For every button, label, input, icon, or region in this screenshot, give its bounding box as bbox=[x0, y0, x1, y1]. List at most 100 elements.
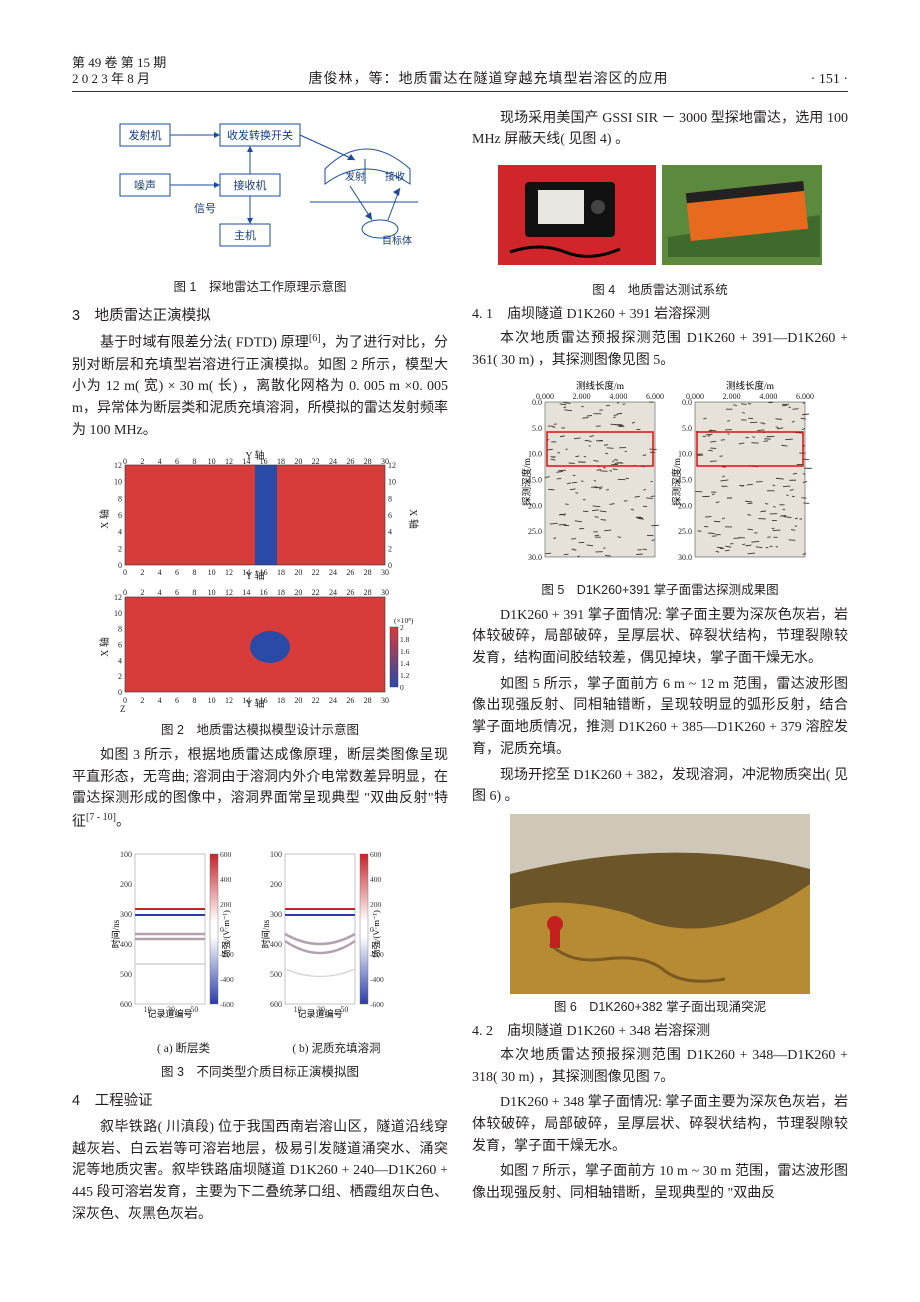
svg-text:2.000: 2.000 bbox=[573, 392, 591, 401]
svg-text:-600: -600 bbox=[370, 1000, 384, 1009]
svg-text:主机: 主机 bbox=[234, 228, 256, 242]
right-p5a: D1K260 + 391 掌子面情况: 掌子面主要为深灰色灰岩，岩体较破碎，局部… bbox=[472, 605, 848, 670]
svg-text:25.0: 25.0 bbox=[678, 527, 692, 536]
svg-text:4: 4 bbox=[118, 528, 122, 537]
svg-text:14: 14 bbox=[242, 588, 250, 597]
page-header: 第 49 卷 第 15 期 2 0 2 3 年 8 月 唐俊林，等：地质雷达在隧… bbox=[72, 55, 848, 92]
right-p0: 现场采用美国产 GSSI SIR － 3000 型探地雷达，选用 100 MHz… bbox=[472, 108, 848, 151]
svg-text:6: 6 bbox=[175, 568, 179, 577]
svg-text:8: 8 bbox=[192, 588, 196, 597]
svg-text:20: 20 bbox=[294, 696, 302, 705]
svg-text:6: 6 bbox=[118, 641, 122, 650]
svg-text:16: 16 bbox=[260, 568, 268, 577]
svg-text:18: 18 bbox=[277, 457, 285, 466]
svg-text:12: 12 bbox=[114, 593, 122, 602]
svg-text:6.000: 6.000 bbox=[646, 392, 664, 401]
svg-text:15.0: 15.0 bbox=[678, 476, 692, 485]
svg-text:6.000: 6.000 bbox=[796, 392, 814, 401]
svg-text:18: 18 bbox=[277, 588, 285, 597]
svg-text:300: 300 bbox=[120, 910, 132, 919]
section-3-p1a: 基于时域有限差分法( FDTD) 原理 bbox=[100, 336, 309, 351]
svg-text:接收机: 接收机 bbox=[234, 178, 267, 192]
svg-text:0.0: 0.0 bbox=[682, 398, 692, 407]
svg-text:10: 10 bbox=[208, 457, 216, 466]
svg-text:20.0: 20.0 bbox=[528, 502, 542, 511]
svg-text:28: 28 bbox=[364, 568, 372, 577]
svg-text:16: 16 bbox=[260, 457, 268, 466]
svg-text:12: 12 bbox=[225, 696, 233, 705]
section-4-2-p1: 本次地质雷达预报探测范围 D1K260 + 348—D1K260 + 318( … bbox=[472, 1045, 848, 1088]
svg-text:4.000: 4.000 bbox=[759, 392, 777, 401]
svg-text:6: 6 bbox=[175, 696, 179, 705]
svg-text:2: 2 bbox=[388, 545, 392, 554]
svg-text:20: 20 bbox=[294, 457, 302, 466]
columns: 发射机 收发转换开关 噪声 接收机 主机 信号 发射 bbox=[72, 108, 848, 1230]
figure-3-sub-a: ( a) 断层类 bbox=[109, 1041, 259, 1059]
svg-text:14: 14 bbox=[242, 568, 250, 577]
svg-text:30: 30 bbox=[381, 696, 389, 705]
figure-1-svg: 发射机 收发转换开关 噪声 接收机 主机 信号 发射 bbox=[100, 114, 420, 274]
svg-text:600: 600 bbox=[120, 1000, 132, 1009]
figure-1-caption: 图 1 探地雷达工作原理示意图 bbox=[72, 278, 448, 297]
svg-text:22: 22 bbox=[312, 568, 320, 577]
svg-text:400: 400 bbox=[120, 940, 132, 949]
svg-text:噪声: 噪声 bbox=[134, 178, 156, 192]
svg-text:测线长度/m: 测线长度/m bbox=[576, 380, 625, 392]
svg-text:14: 14 bbox=[242, 457, 250, 466]
figure-3-sub-b: ( b) 泥质充填溶洞 bbox=[261, 1041, 411, 1059]
svg-text:12: 12 bbox=[388, 461, 396, 470]
svg-text:200: 200 bbox=[120, 880, 132, 889]
svg-text:200: 200 bbox=[220, 900, 232, 909]
figure-3-subcaps: ( a) 断层类 ( b) 泥质充填溶洞 bbox=[72, 1041, 448, 1059]
ref-7-10: [7 - 10] bbox=[86, 812, 116, 823]
svg-text:2: 2 bbox=[118, 545, 122, 554]
svg-text:100: 100 bbox=[120, 850, 132, 859]
svg-text:300: 300 bbox=[270, 910, 282, 919]
svg-text:12: 12 bbox=[114, 461, 122, 470]
ref-6: [6] bbox=[309, 333, 321, 344]
figure-3-svg: 时间/ns 场强/(V·m⁻¹) 记录道编号 时间/ns bbox=[95, 839, 425, 1039]
svg-text:10.0: 10.0 bbox=[528, 450, 542, 459]
svg-text:22: 22 bbox=[312, 696, 320, 705]
figure-2: Y 轴 X 轴 X 轴 Y 轴 002244668810101212141416… bbox=[72, 447, 448, 740]
svg-text:600: 600 bbox=[370, 850, 382, 859]
section-4-title: 4 工程验证 bbox=[72, 1090, 448, 1112]
svg-text:10: 10 bbox=[294, 1005, 302, 1014]
svg-text:X 轴: X 轴 bbox=[98, 510, 111, 530]
svg-text:30: 30 bbox=[167, 1005, 175, 1014]
svg-text:28: 28 bbox=[364, 457, 372, 466]
svg-text:15.0: 15.0 bbox=[528, 476, 542, 485]
svg-text:1.4: 1.4 bbox=[400, 659, 410, 668]
svg-text:26: 26 bbox=[346, 588, 354, 597]
svg-text:10: 10 bbox=[208, 588, 216, 597]
svg-text:5.0: 5.0 bbox=[532, 424, 542, 433]
svg-text:600: 600 bbox=[220, 850, 232, 859]
svg-text:10.0: 10.0 bbox=[678, 450, 692, 459]
svg-text:-600: -600 bbox=[220, 1000, 234, 1009]
svg-text:16: 16 bbox=[260, 588, 268, 597]
svg-text:50: 50 bbox=[190, 1005, 198, 1014]
svg-text:400: 400 bbox=[370, 875, 382, 884]
svg-text:14: 14 bbox=[242, 696, 250, 705]
right-column: 现场采用美国产 GSSI SIR － 3000 型探地雷达，选用 100 MHz… bbox=[472, 108, 848, 1230]
svg-text:Z: Z bbox=[120, 704, 126, 714]
svg-text:25.0: 25.0 bbox=[528, 527, 542, 536]
svg-text:24: 24 bbox=[329, 696, 337, 705]
svg-text:-200: -200 bbox=[220, 950, 234, 959]
svg-text:6: 6 bbox=[118, 511, 122, 520]
section-3-p1b: ，为了进行对比，分别对断层和充填型岩溶进行正演模拟。如图 2 所示，模型大小为 … bbox=[72, 336, 448, 438]
svg-text:4: 4 bbox=[158, 457, 162, 466]
svg-text:28: 28 bbox=[364, 696, 372, 705]
svg-text:-200: -200 bbox=[370, 950, 384, 959]
svg-text:5.0: 5.0 bbox=[682, 424, 692, 433]
svg-text:8: 8 bbox=[192, 568, 196, 577]
svg-text:-400: -400 bbox=[370, 975, 384, 984]
svg-text:2: 2 bbox=[140, 696, 144, 705]
svg-text:2: 2 bbox=[140, 568, 144, 577]
svg-text:16: 16 bbox=[260, 696, 268, 705]
section-3-title: 3 地质雷达正演模拟 bbox=[72, 305, 448, 327]
svg-text:20: 20 bbox=[294, 568, 302, 577]
svg-text:10: 10 bbox=[144, 1005, 152, 1014]
svg-text:0: 0 bbox=[123, 696, 127, 705]
svg-text:20.0: 20.0 bbox=[678, 502, 692, 511]
